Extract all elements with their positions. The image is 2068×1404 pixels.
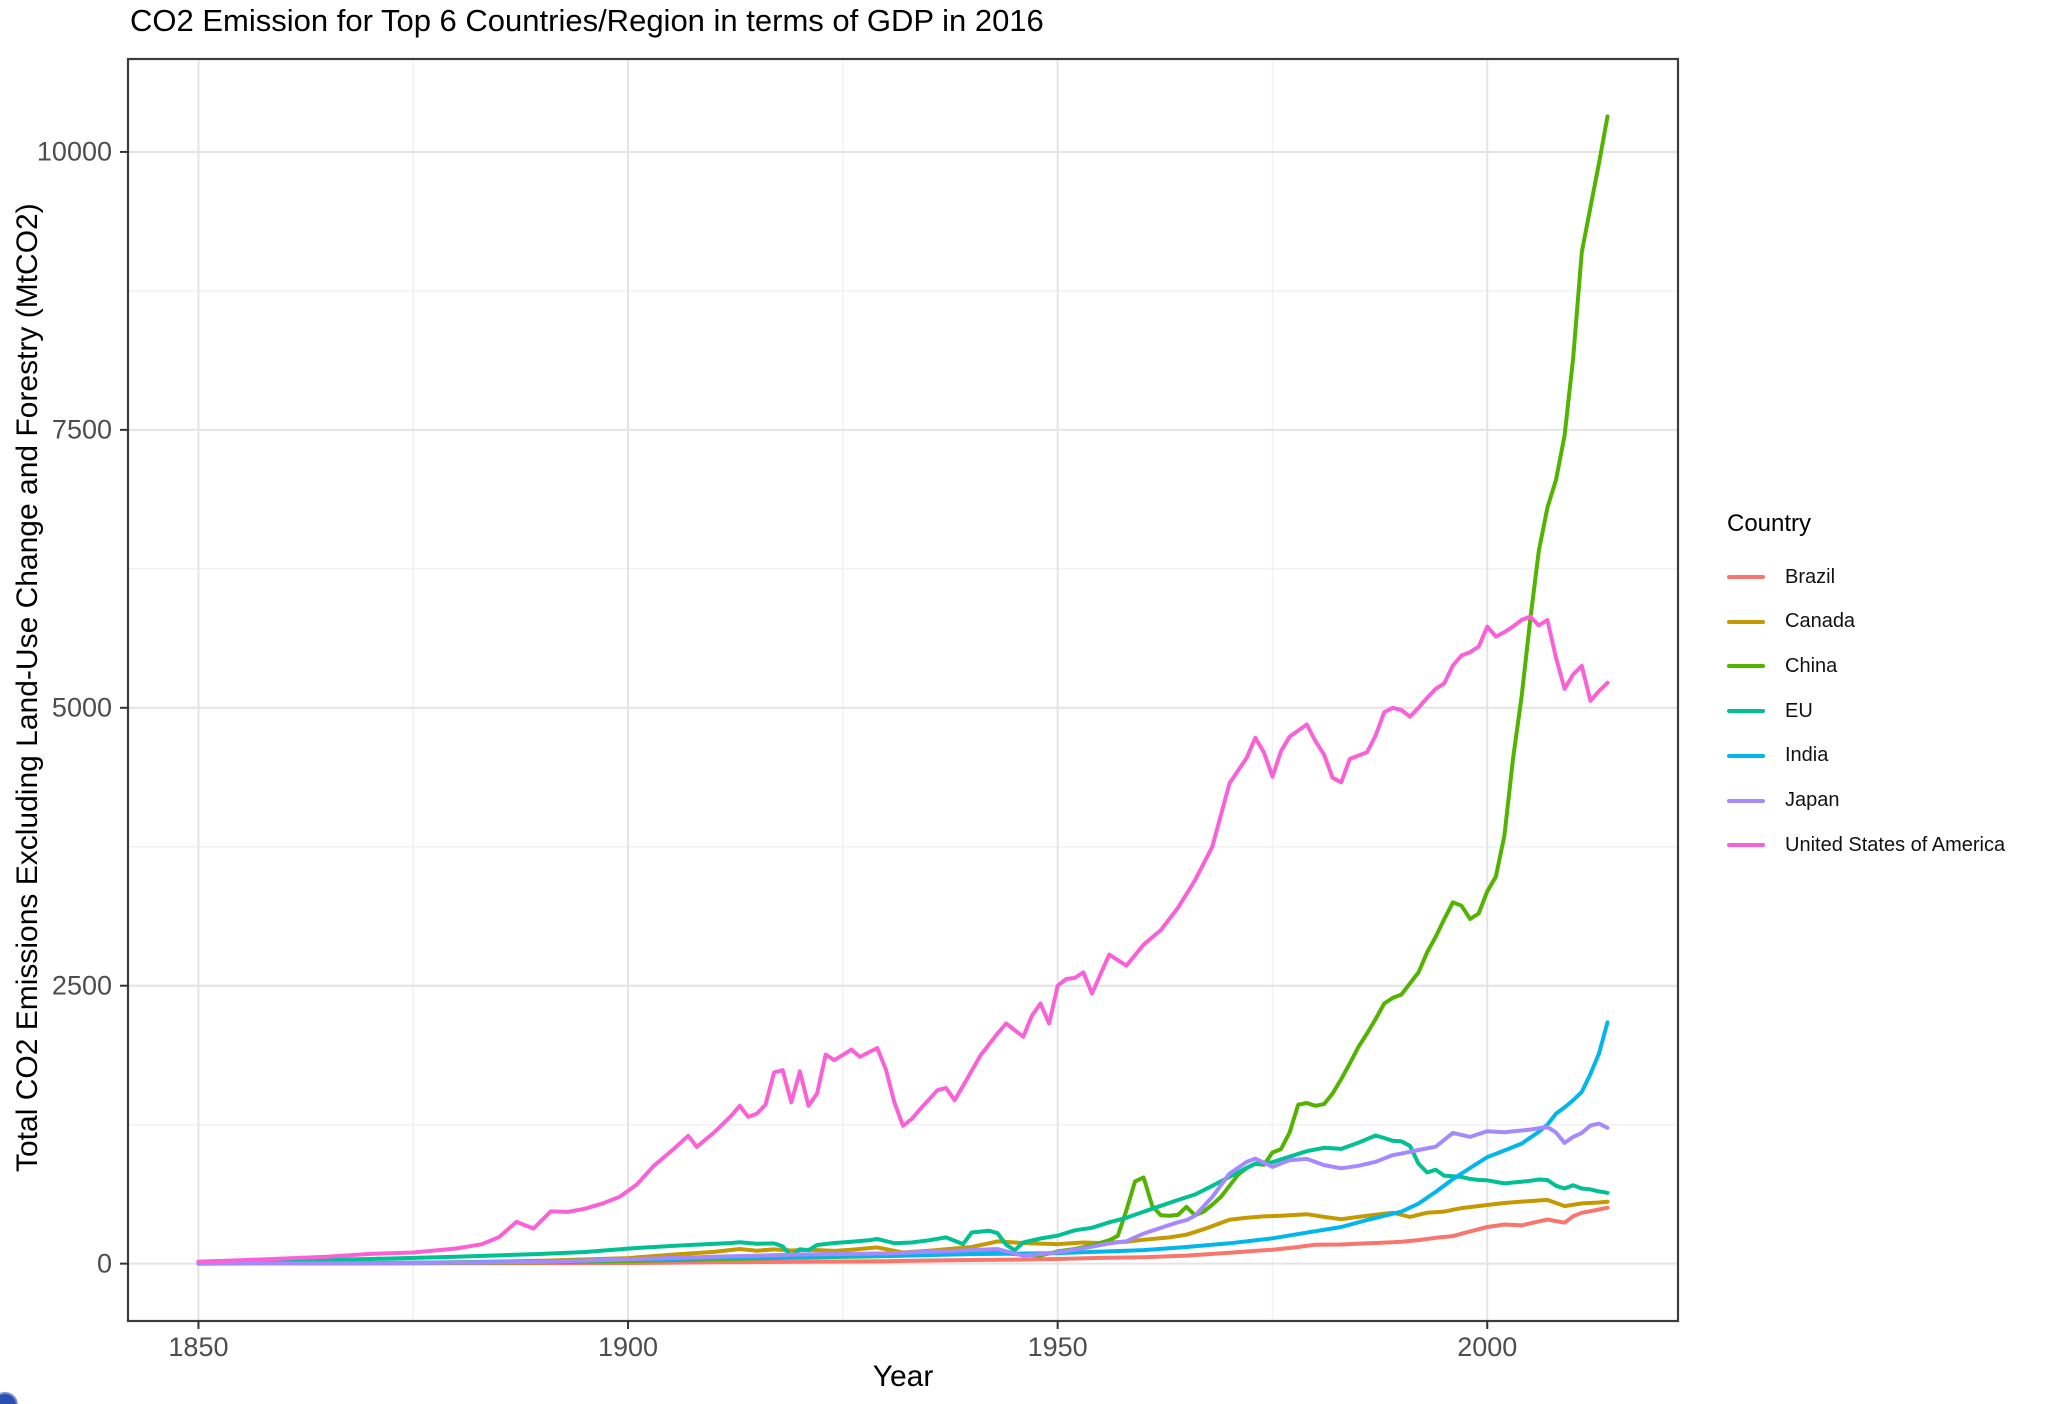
data-line-united-states-of-america <box>196 614 1610 1264</box>
legend-item: Brazil <box>1727 562 1835 592</box>
y-axis-title: Total CO2 Emissions Excluding Land-Use C… <box>11 203 44 1172</box>
data-line-brazil <box>196 1205 1610 1266</box>
legend-item-label: Japan <box>1785 789 1840 811</box>
legend-item: India <box>1727 741 1828 771</box>
x-tick-label: 1850 <box>168 1332 229 1362</box>
chart-title: CO2 Emission for Top 6 Countries/Region … <box>130 3 1044 38</box>
x-axis-title: Year <box>872 1360 934 1393</box>
legend-item: Japan <box>1727 786 1840 816</box>
legend-title: Country <box>1727 510 1812 537</box>
legend-key-line <box>1727 753 1765 758</box>
legend-item-label: EU <box>1785 699 1813 722</box>
legend-item: United States of America <box>1727 830 2005 860</box>
y-tick-label: 0 <box>96 1248 112 1279</box>
plot-panel <box>128 59 1678 1321</box>
y-tick-label: 7500 <box>51 414 112 445</box>
y-tick-label: 2500 <box>51 970 112 1001</box>
data-line-india <box>196 1020 1610 1266</box>
x-tick-label: 1950 <box>1027 1332 1088 1362</box>
legend-key-line <box>1727 575 1765 579</box>
legend: Country Brazil Canada China EU India Japan Uni… <box>1727 510 2005 856</box>
legend-key-line <box>1727 664 1765 669</box>
x-tick-label: 2000 <box>1457 1332 1518 1362</box>
data-line-eu <box>196 1133 1610 1265</box>
y-tick-label: 5000 <box>51 692 112 723</box>
legend-key-line <box>1727 843 1765 848</box>
legend-item-label: India <box>1785 744 1829 767</box>
legend-key-line <box>1727 619 1765 624</box>
legend-item: Canada <box>1727 607 1855 637</box>
y-tick-label: 10000 <box>36 136 112 167</box>
legend-item-label: China <box>1785 654 1838 677</box>
data-line-canada <box>196 1197 1610 1266</box>
data-line-japan <box>196 1121 1610 1266</box>
x-tick-label: 1900 <box>598 1332 659 1362</box>
legend-item: China <box>1727 651 1837 681</box>
panel-border <box>126 57 1680 1323</box>
legend-item-label: Canada <box>1785 610 1856 633</box>
legend-key-line <box>1727 709 1765 714</box>
legend-item: EU <box>1727 696 1813 726</box>
legend-item-label: United States of America <box>1785 833 2006 856</box>
legend-key-line <box>1727 798 1765 803</box>
legend-item-label: Brazil <box>1785 565 1836 588</box>
